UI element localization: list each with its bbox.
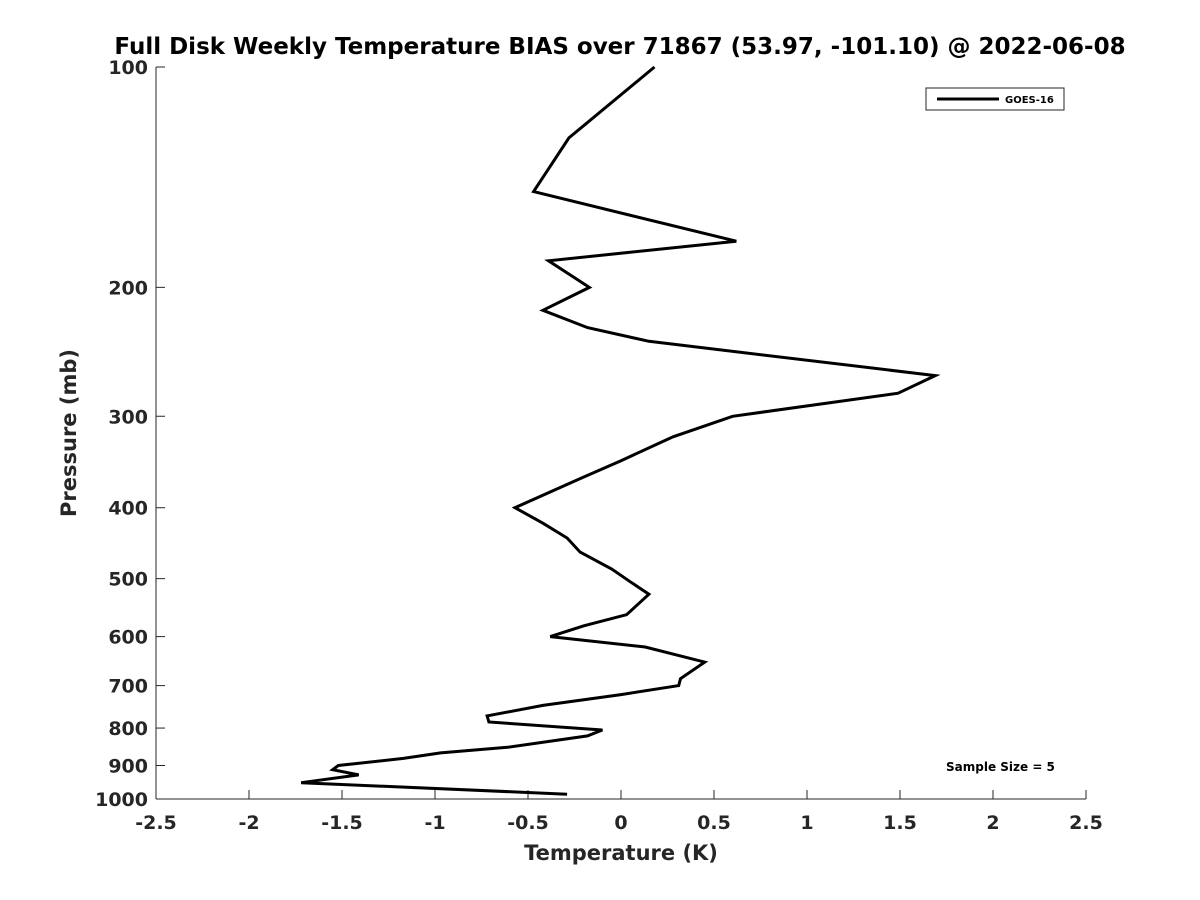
sample-size-annotation: Sample Size = 5 xyxy=(946,760,1055,774)
legend-entry-label: GOES-16 xyxy=(1005,95,1054,106)
x-tick-label: -1.5 xyxy=(321,812,363,834)
x-tick-label: -2.5 xyxy=(135,812,177,834)
series-layer xyxy=(300,65,941,796)
x-tick-label: 1 xyxy=(800,812,813,834)
x-tick-label: 0 xyxy=(614,812,627,834)
y-tick-label: 600 xyxy=(108,627,148,649)
chart-title: Full Disk Weekly Temperature BIAS over 7… xyxy=(114,34,1125,60)
y-tick-label: 100 xyxy=(108,57,148,79)
x-tick-label: 0.5 xyxy=(697,812,731,834)
y-tick-label: 200 xyxy=(108,277,148,299)
x-tick-label: 2.5 xyxy=(1069,812,1103,834)
x-tick-label: -2 xyxy=(238,812,259,834)
y-tick-label: 300 xyxy=(108,406,148,428)
x-tick-label: 2 xyxy=(986,812,999,834)
series-line-goes-16 xyxy=(300,65,941,796)
y-tick-label: 400 xyxy=(108,498,148,520)
x-axis-label: Temperature (K) xyxy=(524,841,718,865)
y-tick-label: 1000 xyxy=(95,789,148,811)
x-tick-label: -1 xyxy=(424,812,445,834)
x-tick-label: -0.5 xyxy=(507,812,549,834)
y-tick-label: 800 xyxy=(108,718,148,740)
legend: GOES-16 xyxy=(925,87,1065,111)
y-tick-label: 700 xyxy=(108,676,148,698)
y-tick-label: 500 xyxy=(108,569,148,591)
x-ticks: -2.5 -2 -1.5 -1 -0.5 0 0.5 1 1.5 2 2.5 xyxy=(135,790,1103,834)
y-tick-label: 900 xyxy=(108,756,148,778)
y-ticks: 100 200 300 400 500 600 700 800 900 1000 xyxy=(95,57,165,811)
x-tick-label: 1.5 xyxy=(883,812,917,834)
y-axis-label: Pressure (mb) xyxy=(57,349,81,517)
